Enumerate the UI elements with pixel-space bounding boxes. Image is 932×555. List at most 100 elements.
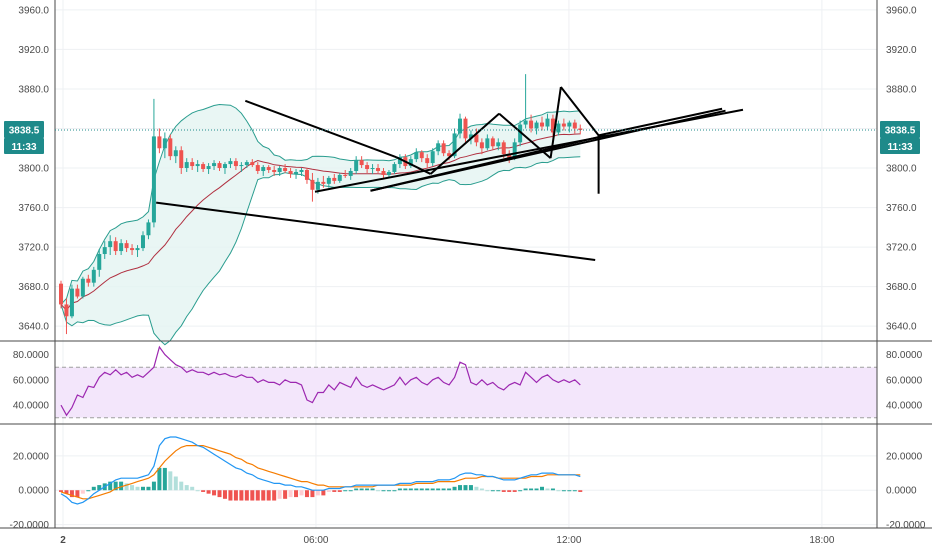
macd-histogram-bar	[222, 490, 227, 499]
candle-body	[294, 171, 299, 174]
macd-histogram-bar	[397, 488, 402, 491]
y-tick-label-right: 3880.0	[886, 84, 917, 95]
macd-histogram-bar	[348, 490, 353, 492]
countdown-label-left: 11:33	[11, 142, 36, 153]
macd-histogram-bar	[113, 481, 118, 491]
macd-tick-label-right: 0.0000	[886, 486, 917, 497]
macd-histogram-bar	[479, 488, 484, 491]
candle-body	[206, 166, 211, 170]
candle-body	[572, 122, 577, 129]
candle-body	[228, 161, 233, 165]
macd-histogram-bar	[474, 486, 479, 491]
macd-histogram-bar	[501, 490, 506, 492]
macd-histogram-bar	[326, 490, 331, 492]
candle-body	[179, 150, 184, 169]
candle-body	[272, 170, 277, 172]
y-tick-label-left: 3640.0	[18, 322, 49, 333]
countdown-badge-right	[880, 137, 920, 154]
macd-histogram-bar	[64, 490, 69, 494]
candle-body	[277, 168, 282, 172]
y-tick-label-left: 3960.0	[18, 5, 49, 16]
macd-histogram-bar	[376, 490, 381, 492]
countdown-label-right: 11:33	[887, 142, 912, 153]
macd-histogram-bar	[239, 490, 244, 501]
current-price-label-right: 3838.5	[885, 125, 916, 136]
candle-body	[80, 278, 85, 297]
macd-histogram-bar	[206, 490, 211, 494]
candles	[59, 74, 583, 335]
candle-body	[490, 138, 495, 147]
macd-tick-label-right: -20.0000	[886, 520, 926, 531]
candle-body	[523, 120, 528, 125]
candle-body	[447, 153, 452, 157]
candle-body	[108, 241, 113, 248]
macd-histogram-bar	[452, 486, 457, 491]
rsi-line	[60, 345, 581, 417]
candle-body	[441, 143, 446, 154]
candle-body	[201, 164, 206, 170]
y-tick-label-left: 3880.0	[18, 84, 49, 95]
candle-body	[162, 138, 167, 149]
candle-body	[97, 254, 102, 270]
rsi-band-fill	[55, 367, 877, 418]
y-tick-label-right: 3920.0	[886, 45, 917, 56]
macd-tick-label-left: 20.0000	[13, 451, 50, 462]
macd-tick-label-left: -20.0000	[10, 520, 50, 531]
macd-histogram-bar	[512, 490, 517, 492]
candle-body	[69, 288, 74, 317]
bollinger-lower	[60, 156, 581, 346]
macd-histogram-bar	[567, 490, 572, 492]
macd-histogram-bar	[359, 488, 364, 491]
candle-body	[304, 170, 309, 180]
candle-body	[332, 177, 337, 181]
candle-body	[359, 160, 364, 166]
macd-histogram-bar	[414, 488, 419, 491]
macd-histogram-bar	[250, 490, 255, 501]
macd-histogram-bar	[332, 490, 337, 492]
x-tick-label: 18:00	[809, 535, 834, 546]
candle-body	[173, 150, 178, 157]
candle-body	[501, 142, 506, 155]
candle-body	[283, 168, 288, 171]
macd-histogram-bar	[97, 485, 102, 491]
candle-body	[540, 122, 545, 127]
candle-body	[561, 123, 566, 127]
countdown-badge-left	[4, 137, 44, 154]
macd-histogram-bar	[386, 490, 391, 492]
macd-histogram-bar	[217, 490, 222, 498]
candle-body	[463, 118, 468, 139]
candle-body	[419, 152, 424, 159]
macd-histogram-bar	[354, 488, 359, 491]
candle-body	[239, 165, 244, 167]
macd-histogram-bar	[392, 490, 397, 492]
macd-histogram-bar	[212, 490, 217, 496]
macd-histogram-bar	[534, 488, 539, 491]
macd-histogram-bar	[294, 490, 299, 498]
candle-body	[376, 168, 381, 171]
candle-body	[534, 122, 539, 129]
macd-histogram-bar	[425, 488, 430, 491]
x-tick-label: 12:00	[556, 535, 581, 546]
macd-histogram-bar	[485, 490, 490, 492]
x-tick-label: 06:00	[303, 535, 328, 546]
macd-histogram-bar	[162, 467, 167, 491]
candle-body	[212, 163, 217, 167]
candle-body	[381, 170, 386, 175]
macd-histogram-bar	[151, 481, 156, 491]
macd-histogram-bar	[266, 490, 271, 501]
macd-histogram-bar	[140, 486, 145, 491]
candle-body	[458, 118, 463, 134]
rsi-indicator	[55, 345, 877, 419]
macd-histogram-bar	[572, 490, 577, 492]
macd-histogram-bar	[561, 490, 566, 492]
candle-body	[485, 138, 490, 149]
candle-body	[113, 241, 118, 252]
y-tick-label-right: 3960.0	[886, 5, 917, 16]
macd-histogram-bar	[550, 488, 555, 491]
candle-body	[408, 159, 413, 167]
candle-body	[578, 128, 583, 130]
y-tick-label-right: 3760.0	[886, 203, 917, 214]
y-tick-label-left: 3680.0	[18, 282, 49, 293]
